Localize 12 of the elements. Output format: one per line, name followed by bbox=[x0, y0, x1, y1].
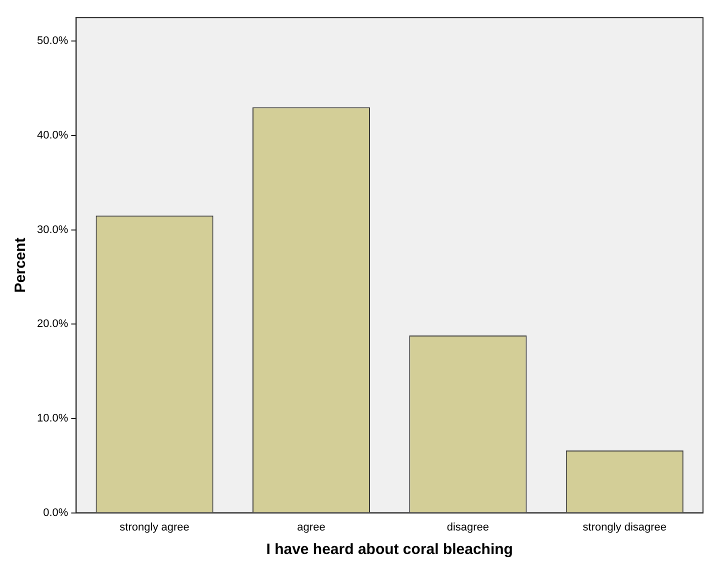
y-tick-label: 40.0% bbox=[36, 130, 68, 142]
x-axis-title: I have heard about coral bleaching bbox=[266, 541, 513, 558]
y-tick-label: 50.0% bbox=[36, 35, 68, 48]
y-tick-label: 0.0% bbox=[43, 506, 68, 519]
x-tick-label: disagree bbox=[446, 521, 490, 534]
x-tick-label: agree bbox=[297, 521, 326, 534]
x-tick-label: strongly disagree bbox=[582, 521, 667, 534]
x-tick-label: strongly agree bbox=[120, 521, 190, 534]
y-tick-label: 20.0% bbox=[36, 318, 68, 330]
y-tick-label: 30.0% bbox=[36, 224, 68, 236]
y-tick-label: 10.0% bbox=[36, 412, 68, 425]
y-axis-title: Percent bbox=[12, 238, 30, 293]
